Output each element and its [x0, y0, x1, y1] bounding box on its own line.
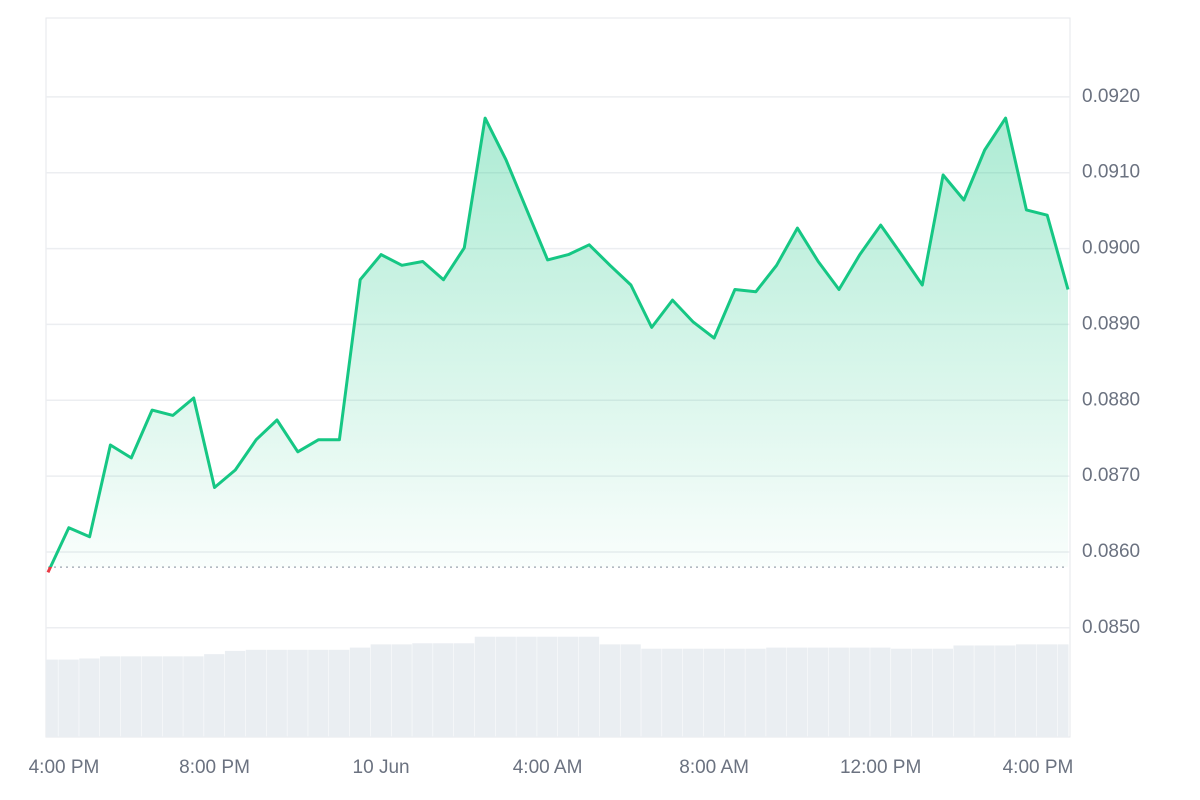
volume-bar — [453, 643, 475, 737]
volume-bar — [433, 643, 454, 737]
x-tick-label: 8:00 AM — [679, 757, 749, 778]
volume-bar — [370, 644, 391, 737]
volume-bar — [807, 647, 829, 737]
volume-bar — [745, 648, 766, 737]
volume-bar — [620, 644, 641, 737]
y-tick-label: 0.0870 — [1082, 465, 1140, 486]
volume-bar — [995, 645, 1016, 737]
volume-bar — [495, 636, 516, 737]
volume-bar — [932, 648, 954, 737]
volume-bar — [641, 648, 662, 737]
volume-bar — [245, 649, 267, 737]
volume-bar — [183, 656, 204, 737]
volume-bar — [953, 645, 974, 737]
y-tick-label: 0.0850 — [1082, 617, 1140, 638]
volume-bar — [516, 636, 537, 737]
y-tick-label: 0.0910 — [1082, 162, 1140, 183]
volume-bar — [766, 647, 787, 737]
volume-bar — [141, 656, 162, 737]
volume-bar — [1036, 644, 1058, 737]
volume-bar — [849, 647, 870, 737]
volume-bar — [870, 647, 891, 737]
volume-bar — [46, 659, 58, 737]
volume-bar — [287, 649, 308, 737]
volume-bar — [537, 636, 558, 737]
volume-bar — [266, 649, 287, 737]
volume-bar — [828, 647, 849, 737]
volume-bar — [224, 650, 246, 737]
volume-bar — [120, 656, 142, 737]
volume-bar — [1015, 644, 1037, 737]
y-tick-label: 0.0880 — [1082, 389, 1140, 410]
volume-bar — [703, 648, 725, 737]
price-area — [50, 118, 1068, 568]
volume-bar — [349, 647, 371, 737]
y-tick-label: 0.0890 — [1082, 313, 1140, 334]
volume-bar — [58, 659, 79, 737]
y-tick-label: 0.0920 — [1082, 86, 1140, 107]
volume-bar — [682, 648, 704, 737]
x-tick-label: 10 Jun — [353, 757, 410, 778]
price-line — [46, 116, 1070, 574]
volume-bar — [724, 648, 745, 737]
volume-bar — [1057, 644, 1069, 737]
volume-bar — [391, 644, 412, 737]
volume-bar — [786, 647, 808, 737]
x-tick-label: 4:00 PM — [29, 757, 100, 778]
volume-bar — [100, 656, 121, 737]
volume-bar — [911, 648, 933, 737]
x-tick-label: 8:00 PM — [179, 757, 250, 778]
volume-bar — [79, 658, 100, 737]
volume-bar — [578, 636, 600, 737]
x-tick-label: 4:00 PM — [1003, 757, 1074, 778]
volume-bar — [891, 648, 912, 737]
volume-bar — [329, 649, 350, 737]
volume-bar — [474, 636, 496, 737]
volume-bar — [558, 636, 579, 737]
volume-bar — [662, 648, 683, 737]
x-tick-label: 4:00 AM — [513, 757, 583, 778]
volume-bar — [162, 656, 183, 737]
y-tick-label: 0.0900 — [1082, 238, 1140, 259]
volume-bar — [204, 654, 225, 737]
volume-bar — [599, 644, 620, 737]
y-tick-label: 0.0860 — [1082, 541, 1140, 562]
x-tick-label: 12:00 PM — [840, 757, 921, 778]
volume-bar — [412, 643, 433, 737]
volume-bar — [974, 645, 995, 737]
volume-bar — [308, 649, 329, 737]
